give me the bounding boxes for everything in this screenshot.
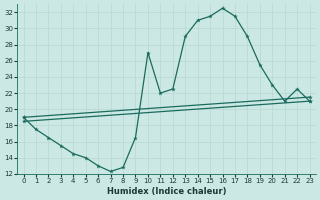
X-axis label: Humidex (Indice chaleur): Humidex (Indice chaleur) — [107, 187, 226, 196]
